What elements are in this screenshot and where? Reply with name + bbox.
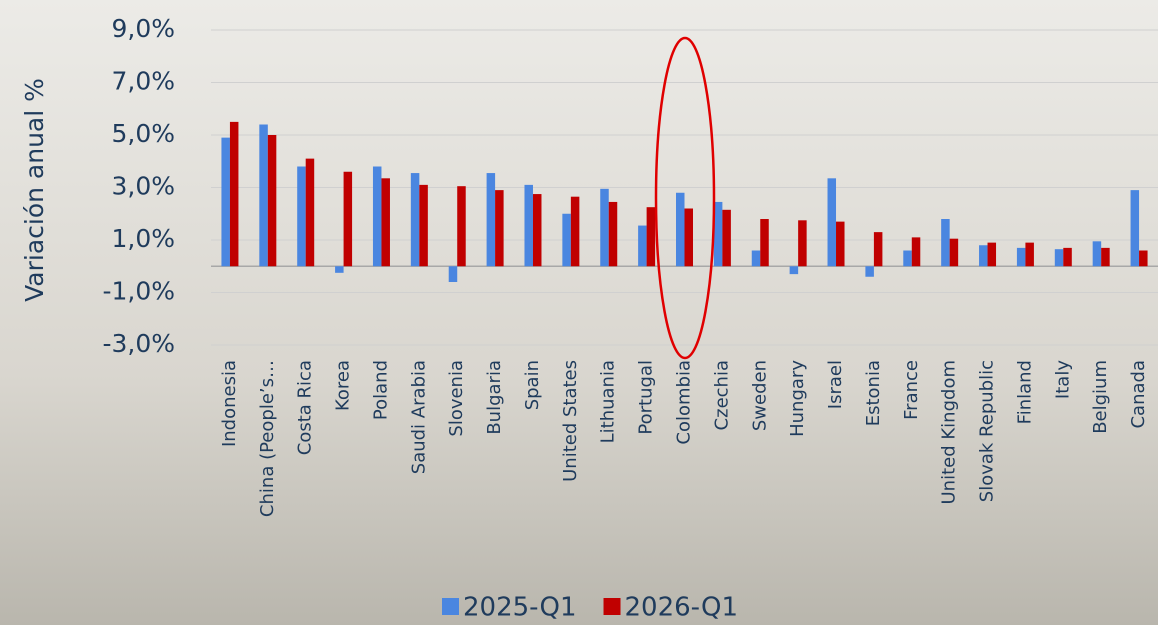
- bar: [267, 135, 277, 267]
- y-tick-label: 1,0%: [111, 224, 175, 253]
- bar: [1092, 241, 1102, 267]
- bar: [600, 188, 609, 267]
- bar: [911, 237, 921, 267]
- bar: [486, 173, 496, 267]
- bar: [297, 166, 306, 267]
- bar: [979, 245, 988, 267]
- bar: [722, 209, 731, 267]
- bar: [1063, 247, 1072, 267]
- bar: [221, 137, 230, 267]
- bar: [873, 232, 883, 267]
- x-tick-label: Lithuania: [598, 360, 619, 443]
- bar: [457, 186, 466, 267]
- y-tick-label: 3,0%: [111, 172, 175, 201]
- bar: [410, 173, 420, 267]
- x-tick-label: Saudi Arabia: [408, 360, 429, 474]
- y-tick-label: 9,0%: [111, 14, 175, 43]
- x-tick-label: Poland: [370, 360, 391, 420]
- bar: [495, 190, 504, 267]
- bar: [751, 250, 761, 267]
- bar: [335, 266, 344, 273]
- bar: [524, 184, 533, 267]
- bar: [1054, 249, 1064, 267]
- bar: [448, 266, 458, 282]
- highlight-ellipse: [654, 36, 716, 360]
- x-tick-label: United Kingdom: [939, 360, 960, 504]
- x-tick-label: Korea: [333, 360, 354, 411]
- x-tick-label: France: [901, 360, 922, 420]
- bar: [836, 221, 845, 267]
- bar: [532, 194, 542, 267]
- y-tick-label: -3,0%: [102, 329, 175, 358]
- bar: [798, 220, 807, 267]
- bar: [562, 213, 571, 267]
- bar: [608, 201, 618, 267]
- y-axis-title: Variación anual %: [20, 78, 49, 302]
- x-tick-label: Colombia: [674, 360, 695, 445]
- bar: [1139, 250, 1148, 267]
- bar: [903, 250, 912, 267]
- y-tick-label: -1,0%: [102, 277, 175, 306]
- x-tick-label: Slovak Republic: [977, 360, 998, 502]
- x-tick-label: Portugal: [636, 360, 657, 435]
- bar: [372, 166, 382, 267]
- bar: [419, 184, 428, 267]
- bar: [259, 124, 268, 267]
- bar: [789, 266, 799, 275]
- x-tick-label: Spain: [522, 360, 543, 410]
- x-tick-label: United States: [560, 360, 581, 482]
- x-tick-label: Costa Rica: [295, 360, 316, 455]
- x-tick-label: Israel: [825, 360, 846, 409]
- x-tick-label: Italy: [1052, 360, 1073, 399]
- bar: [676, 192, 685, 267]
- bar: [229, 121, 239, 267]
- x-tick-label: Canada: [1128, 360, 1149, 429]
- bar: [343, 171, 353, 267]
- bar: [570, 196, 580, 267]
- x-tick-label: Slovenia: [446, 360, 467, 437]
- bar: [684, 208, 693, 267]
- x-tick-label: Sweden: [749, 360, 770, 431]
- x-tick-label: Bulgaria: [484, 360, 505, 435]
- bar: [949, 238, 959, 267]
- bar: [827, 178, 837, 267]
- x-tick-label: Hungary: [787, 360, 808, 437]
- bar: [381, 178, 390, 267]
- bar: [1130, 190, 1140, 267]
- bar: [760, 219, 769, 267]
- legend-swatch: [603, 598, 621, 615]
- y-tick-label: 7,0%: [111, 67, 175, 96]
- bar: [713, 201, 723, 267]
- bar: [305, 158, 315, 267]
- x-tick-label: China (People’s…: [257, 360, 278, 517]
- y-tick-label: 5,0%: [111, 119, 175, 148]
- legend-label: 2026-Q1: [625, 593, 739, 623]
- bar: [1016, 247, 1026, 267]
- bar: [987, 242, 997, 267]
- x-tick-label: Finland: [1014, 360, 1035, 424]
- bar: [638, 225, 647, 267]
- x-tick-label: Indonesia: [219, 360, 240, 447]
- legend-label: 2025-Q1: [463, 593, 577, 623]
- bar: [941, 219, 950, 267]
- bar: [865, 266, 874, 277]
- legend-swatch: [442, 598, 459, 615]
- x-tick-label: Czechia: [711, 360, 732, 430]
- bar: [646, 207, 656, 267]
- x-tick-label: Belgium: [1090, 360, 1111, 434]
- bar: [1101, 247, 1110, 267]
- bar: [1025, 242, 1034, 267]
- x-tick-label: Estonia: [863, 360, 884, 426]
